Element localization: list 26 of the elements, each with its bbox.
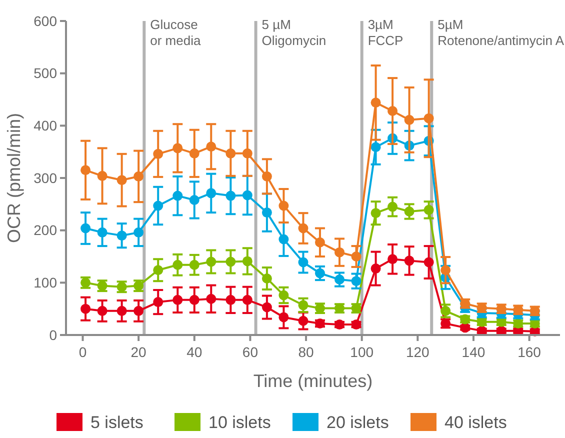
y-tick-label: 200 [34, 222, 58, 238]
ref-line-label: 5µM Rotenone/antimycin A [438, 17, 564, 48]
x-tick-label: 120 [406, 344, 430, 360]
ref-line-label: 3µM FCCP [368, 17, 404, 48]
x-tick-label: 160 [518, 344, 542, 360]
y-tick-label: 100 [34, 274, 58, 291]
y-tick-label: 300 [34, 170, 58, 186]
y-axis-title: OCR (pmol/min) [4, 112, 24, 244]
ref-line-label: Glucose or media [150, 17, 202, 48]
x-axis-title: Time (minutes) [253, 371, 373, 391]
legend-label: 10 islets [208, 412, 271, 432]
y-tick-label: 600 [34, 12, 58, 29]
legend-label: 20 islets [326, 412, 389, 432]
x-tick-label: 80 [298, 344, 314, 360]
y-tick-label: 400 [34, 118, 58, 134]
y-tick-label: 0 [49, 326, 58, 343]
legend-label: 40 islets [444, 412, 507, 432]
x-tick-label: 140 [462, 344, 486, 360]
x-tick-label: 60 [242, 344, 258, 360]
legend-label: 5 islets [90, 412, 144, 432]
ref-line-label: 5 µM Oligomycin [262, 17, 326, 48]
x-tick-label: 0 [78, 344, 87, 360]
x-tick-label: 20 [130, 344, 147, 360]
x-tick-label: 40 [186, 344, 202, 360]
x-tick-label: 100 [350, 344, 374, 360]
y-tick-label: 500 [34, 65, 58, 82]
